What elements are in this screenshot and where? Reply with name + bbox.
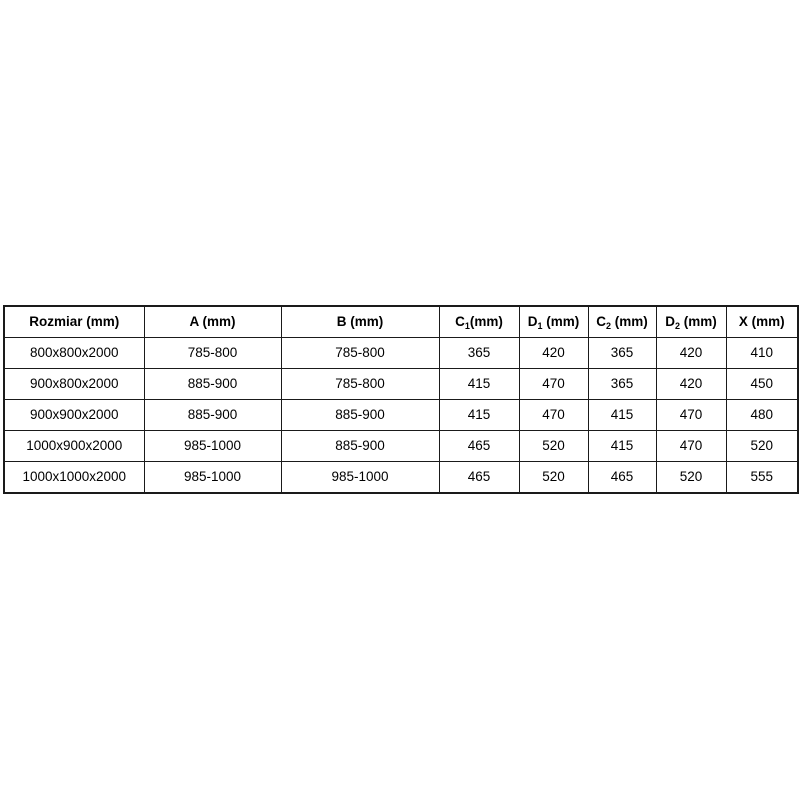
table-cell: 365 bbox=[587, 368, 657, 400]
table-cell: 885-900 bbox=[143, 368, 282, 400]
header-label: X (mm) bbox=[738, 314, 785, 330]
table-cell: 470 bbox=[655, 430, 727, 462]
table-cell: 415 bbox=[438, 368, 520, 400]
table-cell: 520 bbox=[518, 461, 589, 494]
header-subscript: 1 bbox=[464, 321, 470, 332]
header-label: B (mm) bbox=[336, 314, 384, 330]
table-cell: 465 bbox=[438, 430, 520, 462]
table-cell: 900x900x2000 bbox=[3, 399, 145, 431]
size-table-container: Rozmiar (mm) A (mm) B (mm) C1(mm) D1 (mm… bbox=[3, 305, 799, 494]
table-cell: 800x800x2000 bbox=[3, 337, 145, 369]
table-cell: 420 bbox=[518, 337, 589, 369]
header-cell-d2: D2 (mm) bbox=[655, 305, 727, 338]
table-cell: 470 bbox=[655, 399, 727, 431]
header-row: Rozmiar (mm) A (mm) B (mm) C1(mm) D1 (mm… bbox=[3, 305, 799, 338]
header-label: A (mm) bbox=[189, 314, 236, 330]
table-cell: 420 bbox=[655, 337, 727, 369]
size-spec-table: Rozmiar (mm) A (mm) B (mm) C1(mm) D1 (mm… bbox=[3, 305, 799, 494]
header-cell-rozmiar: Rozmiar (mm) bbox=[3, 305, 145, 338]
header-label: D bbox=[665, 314, 675, 330]
table-cell: 885-900 bbox=[143, 399, 282, 431]
table-cell: 1000x1000x2000 bbox=[3, 461, 145, 494]
table-cell: 520 bbox=[725, 430, 799, 462]
header-label-suffix: (mm) bbox=[469, 314, 503, 330]
table-cell: 885-900 bbox=[280, 399, 440, 431]
table-cell: 415 bbox=[438, 399, 520, 431]
header-cell-b: B (mm) bbox=[280, 305, 440, 338]
table-cell: 470 bbox=[518, 399, 589, 431]
table-cell: 520 bbox=[655, 461, 727, 494]
table-cell: 555 bbox=[725, 461, 799, 494]
header-subscript: 1 bbox=[537, 321, 543, 332]
table-cell: 410 bbox=[725, 337, 799, 369]
header-label-suffix: (mm) bbox=[611, 314, 648, 330]
header-cell-c1: C1(mm) bbox=[438, 305, 520, 338]
header-cell-a: A (mm) bbox=[143, 305, 282, 338]
table-cell: 415 bbox=[587, 399, 657, 431]
table-cell: 985-1000 bbox=[280, 461, 440, 494]
table-row: 900x800x2000 885-900 785-800 415 470 365… bbox=[3, 368, 799, 400]
table-cell: 885-900 bbox=[280, 430, 440, 462]
header-label-suffix: (mm) bbox=[680, 314, 717, 330]
header-cell-x: X (mm) bbox=[725, 305, 799, 338]
header-cell-d1: D1 (mm) bbox=[518, 305, 589, 338]
table-cell: 450 bbox=[725, 368, 799, 400]
table-row: 1000x1000x2000 985-1000 985-1000 465 520… bbox=[3, 461, 799, 494]
header-cell-c2: C2 (mm) bbox=[587, 305, 657, 338]
table-cell: 785-800 bbox=[280, 368, 440, 400]
table-cell: 785-800 bbox=[143, 337, 282, 369]
header-label-suffix: (mm) bbox=[542, 314, 580, 330]
table-cell: 985-1000 bbox=[143, 461, 282, 494]
header-subscript: 2 bbox=[605, 321, 611, 332]
table-cell: 470 bbox=[518, 368, 589, 400]
table-cell: 985-1000 bbox=[143, 430, 282, 462]
table-cell: 520 bbox=[518, 430, 589, 462]
table-cell: 420 bbox=[655, 368, 727, 400]
header-label: C bbox=[455, 314, 465, 330]
table-row: 800x800x2000 785-800 785-800 365 420 365… bbox=[3, 337, 799, 369]
table-row: 1000x900x2000 985-1000 885-900 465 520 4… bbox=[3, 430, 799, 462]
header-label: C bbox=[596, 314, 606, 330]
header-label: Rozmiar (mm) bbox=[29, 314, 120, 330]
table-cell: 465 bbox=[438, 461, 520, 494]
table-cell: 1000x900x2000 bbox=[3, 430, 145, 462]
header-subscript: 2 bbox=[674, 321, 680, 332]
table-cell: 365 bbox=[438, 337, 520, 369]
header-label: D bbox=[527, 314, 538, 330]
table-cell: 480 bbox=[725, 399, 799, 431]
table-row: 900x900x2000 885-900 885-900 415 470 415… bbox=[3, 399, 799, 431]
table-cell: 900x800x2000 bbox=[3, 368, 145, 400]
table-cell: 785-800 bbox=[280, 337, 440, 369]
table-cell: 365 bbox=[587, 337, 657, 369]
table-cell: 415 bbox=[587, 430, 657, 462]
table-cell: 465 bbox=[587, 461, 657, 494]
